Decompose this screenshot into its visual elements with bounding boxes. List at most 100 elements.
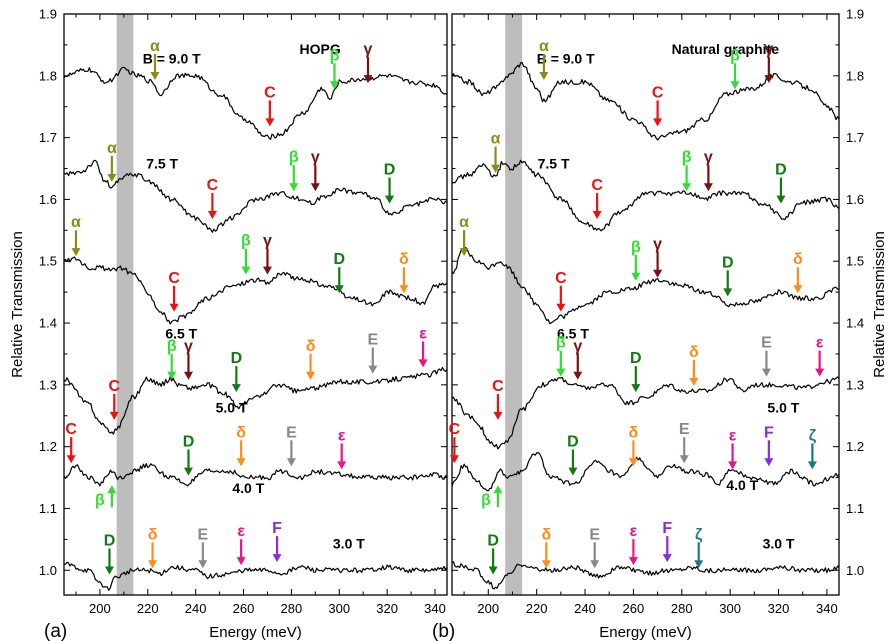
transition-marker: ε — [418, 325, 428, 368]
x-tick-label: 340 — [424, 601, 446, 616]
transition-marker: E — [198, 526, 209, 569]
field-label: 3.0 T — [333, 536, 365, 552]
transition-marker: α — [71, 214, 81, 257]
marker-letter: γ — [263, 233, 272, 250]
x-tick-label: 260 — [233, 601, 255, 616]
y-tick-label: 1.9 — [846, 7, 864, 22]
marker-letter: D — [334, 251, 346, 268]
marker-letter: C — [492, 378, 504, 395]
marker-arrow-head — [104, 566, 114, 575]
marker-arrow-head — [728, 461, 738, 470]
y-tick-label: 1.0 — [846, 563, 864, 578]
transition-marker: C — [449, 421, 461, 464]
transition-marker: δ — [541, 526, 551, 569]
marker-letter: β — [556, 335, 566, 352]
marker-letter: C — [207, 177, 219, 194]
marker-arrow-head — [628, 458, 638, 467]
transition-marker: β — [95, 485, 117, 509]
transition-marker: F — [272, 520, 282, 563]
marker-letter: D — [104, 532, 116, 549]
transition-marker: α — [150, 38, 160, 80]
y-tick-label: 1.6 — [846, 192, 864, 207]
marker-arrow-head — [631, 272, 641, 281]
plot-frame — [451, 13, 840, 596]
transition-marker: D — [567, 434, 579, 476]
marker-letter: β — [95, 492, 105, 509]
x-tick-label: 300 — [328, 601, 350, 616]
marker-letter: F — [662, 520, 672, 537]
marker-letter: β — [730, 47, 740, 64]
spectrum-65t: 6.5 T α Cβ γ D δ — [451, 214, 839, 341]
y-tick-label: 1.1 — [846, 501, 864, 516]
x-tick-label: 220 — [137, 601, 159, 616]
x-tick-label: 320 — [768, 601, 790, 616]
marker-arrow-head — [628, 557, 638, 566]
marker-letter: δ — [793, 251, 803, 268]
y-axis-title: Relative Transmission — [871, 231, 888, 378]
marker-arrow-head — [286, 458, 296, 467]
marker-letter: γ — [311, 149, 320, 166]
x-tick-label: 300 — [719, 601, 741, 616]
marker-letter: β — [631, 239, 641, 256]
transition-marker: δ — [399, 251, 409, 294]
marker-arrow-head — [337, 461, 347, 470]
transition-marker: C — [652, 84, 664, 127]
y-tick-label: 1.9 — [39, 7, 57, 22]
marker-letter: ε — [338, 427, 346, 444]
spectrum-line — [63, 256, 448, 325]
marker-arrow-head — [289, 183, 299, 192]
marker-letter: β — [481, 492, 491, 509]
marker-arrow-head — [653, 269, 663, 278]
marker-letter: E — [679, 421, 690, 438]
y-tick-label: 1.4 — [846, 316, 864, 331]
marker-letter: γ — [573, 338, 582, 355]
x-tick-label: 280 — [671, 601, 693, 616]
transition-marker: γ — [653, 236, 662, 278]
y-tick-label: 1.8 — [39, 68, 57, 83]
transition-marker: δ — [236, 424, 246, 467]
transition-marker: D — [334, 251, 346, 294]
marker-arrow-head — [334, 285, 344, 294]
marker-letter: E — [589, 526, 600, 543]
excluded-band — [116, 14, 134, 595]
marker-letter: β — [289, 149, 299, 166]
marker-arrow-head — [148, 560, 158, 569]
marker-arrow-head — [459, 248, 469, 257]
marker-letter: E — [286, 424, 297, 441]
marker-arrow-head — [385, 195, 395, 204]
marker-letter: γ — [764, 41, 773, 58]
x-tick-label: 280 — [281, 601, 303, 616]
marker-arrow-head — [488, 566, 498, 575]
sample-title: HOPG — [300, 41, 341, 57]
y-tick-label: 1.3 — [846, 377, 864, 392]
transition-marker: ε — [728, 427, 738, 470]
marker-letter: ε — [237, 523, 245, 540]
field-label: B = 9.0 T — [143, 50, 201, 66]
transition-marker: β — [631, 239, 641, 281]
x-tick-label: 340 — [816, 601, 838, 616]
transition-marker: α — [539, 38, 549, 80]
marker-letter: δ — [629, 424, 639, 441]
y-tick-label: 1.6 — [39, 192, 57, 207]
x-tick-label: 260 — [623, 601, 645, 616]
transition-marker: δ — [628, 424, 639, 467]
field-label: 5.0 T — [216, 400, 248, 416]
transition-marker: γ — [573, 338, 582, 380]
marker-arrow-head — [262, 266, 272, 275]
panel-label: (a) — [44, 621, 67, 641]
transition-marker: ζ — [694, 526, 704, 569]
transition-marker: C — [207, 177, 219, 220]
marker-letter: D — [722, 254, 734, 271]
field-label: 7.5 T — [538, 156, 570, 172]
marker-arrow-head — [363, 75, 373, 84]
sample-title: Natural graphite — [672, 41, 780, 57]
marker-arrow-head — [493, 411, 503, 420]
marker-arrow-head — [679, 455, 689, 464]
marker-arrow-head — [761, 368, 771, 377]
spectrum-75t: 7.5 T α Cβ γ D — [63, 140, 448, 233]
marker-arrow-head — [310, 183, 320, 192]
y-tick-label: 1.2 — [846, 439, 864, 454]
transition-marker: E — [367, 332, 378, 374]
marker-arrow-head — [236, 557, 246, 566]
spectrum-line — [63, 366, 448, 435]
